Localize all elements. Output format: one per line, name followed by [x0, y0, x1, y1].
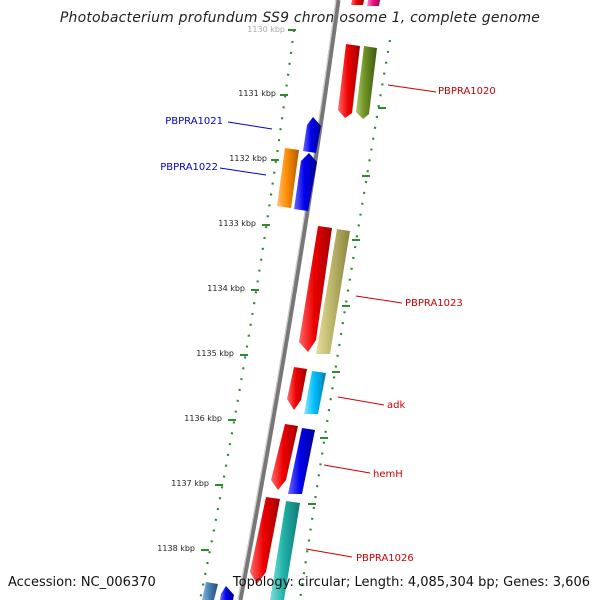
kbp-label-1131: 1131 kbp	[238, 89, 276, 98]
gene-arrow-pbpra1021-blue	[303, 117, 321, 153]
kbp-label-1138: 1138 kbp	[157, 544, 195, 553]
genome-backbone-highlight	[237, 0, 337, 600]
kbp-label-1135: 1135 kbp	[196, 349, 234, 358]
gene-label-adk: adk	[387, 400, 405, 411]
reverse-strand-genes	[202, 117, 321, 600]
gene-arrow-pbpra1026-red	[250, 497, 280, 584]
map-title: Photobacterium profundum SS9 chromosome …	[59, 10, 541, 26]
kbp-label-1134: 1134 kbp	[207, 284, 245, 293]
gene-arrow-hemh-blue	[288, 428, 315, 494]
gene-arrow-top-red	[351, 0, 364, 5]
gene-arrow-pbpra1023-khaki	[316, 229, 350, 354]
gene-arrow-top-magenta	[367, 0, 380, 6]
forward-strand-genes	[250, 0, 380, 600]
kbp-label-1132: 1132 kbp	[229, 154, 267, 163]
kbp-label-1133: 1133 kbp	[218, 219, 256, 228]
gene-arrow-adk-red	[287, 367, 307, 410]
inner-tick-dashes	[201, 29, 296, 551]
gene-arrow-pbpra1020-olive	[356, 46, 377, 119]
gene-arrow-bottom-steelblue	[202, 582, 218, 600]
gene-arrow-bottom-blue	[220, 586, 234, 600]
gene-label-pbpra1020: PBPRA1020	[438, 86, 496, 97]
gene-label-hemh: hemH	[373, 469, 403, 480]
kbp-label-1137: 1137 kbp	[171, 479, 209, 488]
gene-label-pbpra1023: PBPRA1023	[405, 298, 463, 309]
gene-arrow-pbpra1020-red	[338, 44, 360, 118]
genome-summary-text: Topology: circular; Length: 4,085,304 bp…	[232, 575, 590, 590]
kbp-label-1136: 1136 kbp	[184, 414, 222, 423]
gene-label-pbpra1022: PBPRA1022	[160, 162, 218, 173]
gene-label-pbpra1021: PBPRA1021	[165, 116, 223, 127]
outer-tick-dashes	[308, 107, 386, 505]
gene-arrow-adk-skyblue	[304, 371, 326, 414]
gene-label-pbpra1026: PBPRA1026	[356, 553, 414, 564]
gene-arrow-pbpra1026-teal	[270, 501, 300, 600]
gene-arrow-pbpra1022-blue	[294, 153, 317, 211]
gene-arrow-pbpra1022-orange	[277, 148, 299, 208]
label-leader-lines	[219, 84, 437, 558]
genome-backbone	[237, 0, 341, 600]
gene-arrow-pbpra1023-red	[299, 226, 332, 352]
accession-text: Accession: NC_006370	[8, 575, 156, 590]
gene-arrow-hemh-red	[271, 424, 298, 490]
kbp-label-1130: 1130 kbp	[247, 25, 285, 34]
